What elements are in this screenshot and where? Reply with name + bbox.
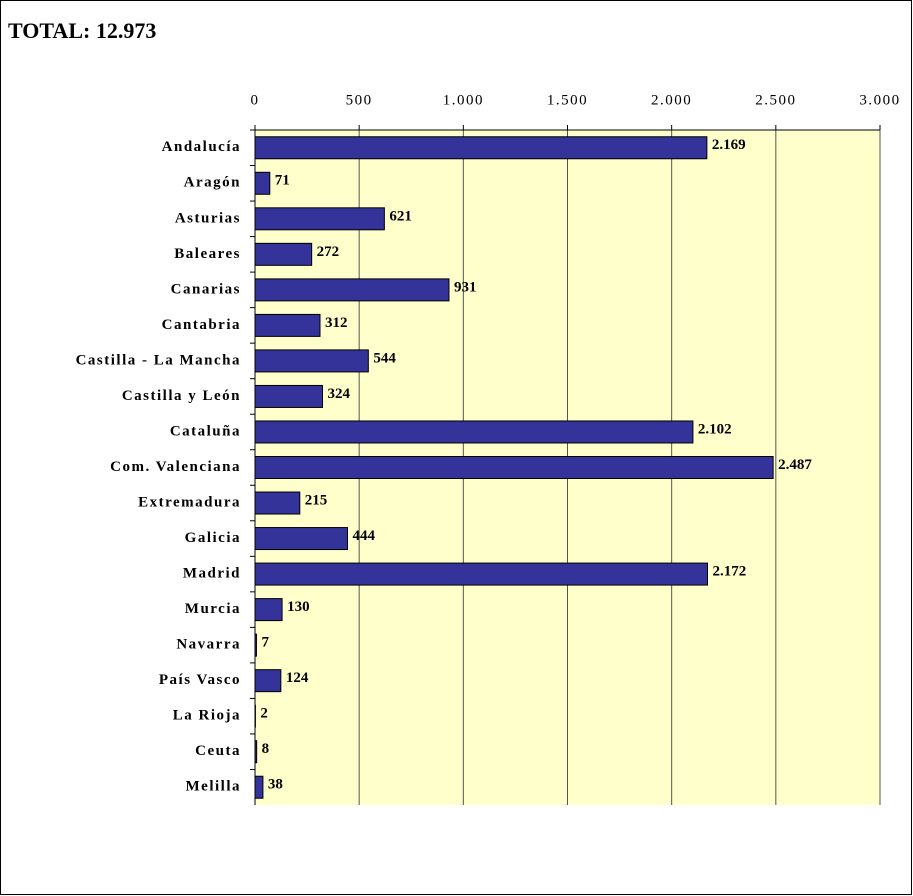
- data-label: 7: [261, 635, 269, 651]
- bar: [254, 420, 694, 444]
- x-tick-label: 0: [251, 92, 260, 108]
- data-label: 621: [389, 208, 412, 224]
- y-tick-label: Castilla - La Mancha: [76, 352, 241, 368]
- y-tick-label: Extremadura: [138, 494, 241, 510]
- y-tick-label: Aragón: [184, 175, 241, 191]
- bar: [254, 527, 348, 551]
- bar: [254, 242, 313, 266]
- x-tick-label: 2.000: [651, 92, 692, 108]
- y-tick-label: País Vasco: [159, 672, 241, 688]
- data-label: 8: [262, 741, 270, 757]
- y-tick-label: Asturias: [175, 210, 241, 226]
- data-label: 312: [325, 315, 348, 331]
- x-tick-label: 3.000: [859, 92, 900, 108]
- y-tick-label: Madrid: [183, 566, 241, 582]
- y-tick-label: Navarra: [176, 637, 241, 653]
- y-tick-label: Com. Valenciana: [110, 459, 241, 475]
- bar: [254, 491, 301, 515]
- y-tick-label: Murcia: [185, 601, 241, 617]
- bar: [254, 740, 258, 764]
- data-label: 130: [287, 599, 310, 615]
- data-label: 544: [373, 350, 396, 366]
- data-label: 2.487: [778, 457, 812, 473]
- y-tick-label: Cataluña: [170, 423, 241, 439]
- data-label: 124: [286, 670, 309, 686]
- y-tick-label: Andalucía: [162, 139, 241, 155]
- x-tick-label: 500: [346, 92, 373, 108]
- data-label: 2.172: [713, 564, 747, 580]
- bar: [254, 633, 257, 657]
- data-label: 2.102: [698, 421, 732, 437]
- x-tick-label: 1.000: [443, 92, 484, 108]
- bar: [254, 349, 369, 373]
- data-label: 931: [454, 279, 477, 295]
- data-label: 444: [353, 528, 376, 544]
- y-tick-label: La Rioja: [173, 708, 241, 724]
- bar: [254, 384, 323, 408]
- data-label: 2.169: [712, 137, 746, 153]
- y-tick-label: Galicia: [185, 530, 241, 546]
- x-tick-label: 2.500: [755, 92, 796, 108]
- bar: [254, 136, 708, 160]
- x-tick-label: 1.500: [547, 92, 588, 108]
- bar: [254, 775, 264, 799]
- data-label: 2: [260, 706, 268, 722]
- bar: [254, 562, 708, 586]
- y-tick-label: Melilla: [186, 779, 242, 795]
- data-label: 71: [275, 173, 290, 189]
- y-tick-label: Canarias: [171, 281, 241, 297]
- y-tick-label: Ceuta: [195, 743, 241, 759]
- y-tick-label: Castilla y León: [122, 388, 241, 404]
- data-label: 38: [268, 777, 283, 793]
- bar: [254, 313, 321, 337]
- bar: [254, 598, 283, 622]
- chart-title: TOTAL: 12.973: [8, 18, 156, 43]
- data-label: 215: [305, 492, 328, 508]
- data-label: 272: [317, 244, 340, 260]
- data-label: 324: [328, 386, 351, 402]
- bar: [254, 207, 385, 231]
- bar: [254, 456, 774, 479]
- bar: [254, 669, 282, 693]
- bar: [254, 171, 271, 195]
- y-tick-label: Cantabria: [162, 317, 241, 333]
- y-tick-label: Baleares: [174, 246, 241, 262]
- bar: [254, 278, 450, 302]
